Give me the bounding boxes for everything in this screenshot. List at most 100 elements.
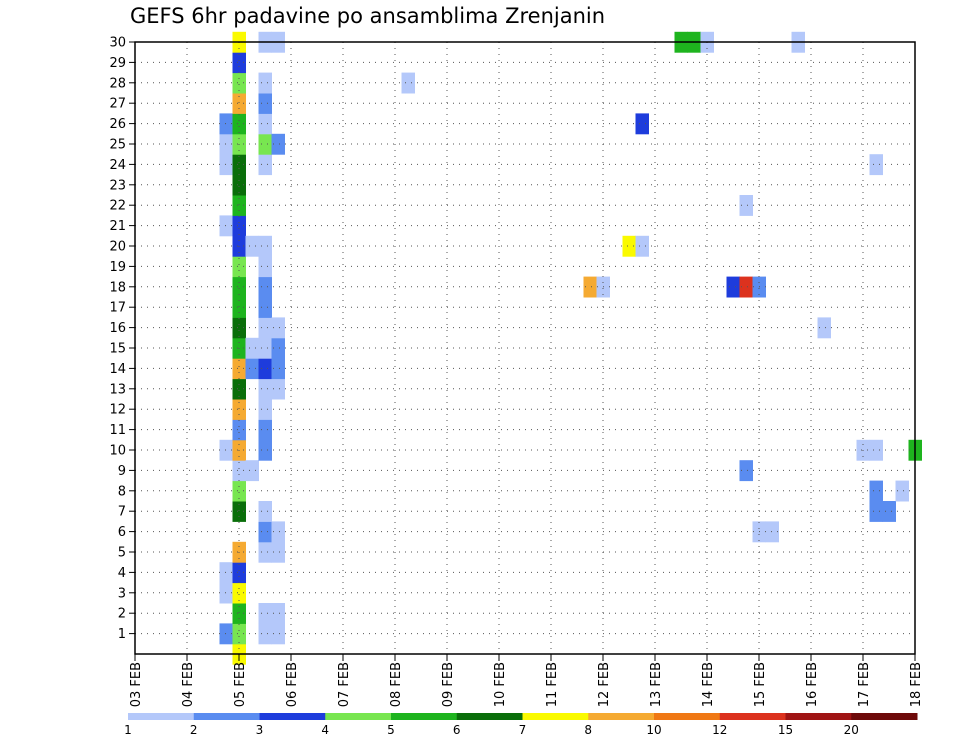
y-tick-label: 30 xyxy=(109,36,126,51)
heatmap-cell xyxy=(401,72,415,94)
heatmap-cell xyxy=(232,480,246,502)
x-tick-label: 09 FEB xyxy=(441,662,456,707)
heatmap-cell xyxy=(271,541,285,563)
heatmap-cell xyxy=(219,623,233,645)
colorbar-swatch xyxy=(391,713,458,720)
heatmap-cell xyxy=(869,501,883,522)
heatmap-cell xyxy=(258,154,272,176)
y-tick-label: 9 xyxy=(118,464,126,479)
colorbar-label: 12 xyxy=(712,723,727,737)
heatmap-cell xyxy=(258,358,272,380)
y-tick-label: 21 xyxy=(109,219,126,234)
heatmap-cell xyxy=(258,113,272,135)
y-tick-label: 13 xyxy=(109,382,126,397)
heatmap-cell xyxy=(869,154,883,176)
heatmap-cell xyxy=(271,358,285,380)
heatmap-cell xyxy=(258,419,272,441)
x-tick-label: 03 FEB xyxy=(129,662,144,707)
y-tick-label: 11 xyxy=(109,423,126,438)
heatmap-cell xyxy=(232,154,246,176)
heatmap-cell xyxy=(271,337,285,359)
x-tick-label: 08 FEB xyxy=(389,662,404,707)
heatmap-cell xyxy=(739,276,753,298)
colorbar-swatch xyxy=(128,713,195,720)
heatmap-cell xyxy=(271,133,285,155)
y-tick-label: 26 xyxy=(109,117,126,132)
colorbar-label: 20 xyxy=(844,723,859,737)
heatmap-cell xyxy=(232,399,246,420)
heatmap-cell xyxy=(258,256,272,278)
heatmap-cell xyxy=(622,235,636,257)
heatmap-cell xyxy=(583,276,597,298)
heatmap-cell xyxy=(271,317,285,339)
x-tick-label: 04 FEB xyxy=(181,662,196,707)
heatmap-cell xyxy=(726,276,740,298)
heatmap-cell xyxy=(258,133,272,155)
colorbar-label: 3 xyxy=(256,723,264,737)
heatmap-cell xyxy=(232,419,246,441)
y-tick-label: 22 xyxy=(109,199,126,214)
y-tick-label: 15 xyxy=(109,342,126,357)
colorbar-swatch xyxy=(588,713,655,720)
y-tick-label: 10 xyxy=(109,444,126,459)
y-tick-label: 25 xyxy=(109,138,126,153)
colorbar-label: 1 xyxy=(124,723,132,737)
heatmap-cell xyxy=(219,133,233,155)
heatmap-cell xyxy=(219,582,233,604)
heatmap-cell xyxy=(882,501,896,522)
heatmap-cell xyxy=(219,113,233,135)
heatmap-cell xyxy=(232,215,246,237)
colorbar-swatch xyxy=(325,713,392,720)
x-tick-label: 07 FEB xyxy=(337,662,352,707)
y-tick-label: 28 xyxy=(109,76,126,91)
heatmap-cell xyxy=(895,480,909,502)
heatmap-cell xyxy=(245,235,259,257)
heatmap-cell xyxy=(271,378,285,400)
y-tick-label: 1 xyxy=(118,627,126,642)
heatmap-cell xyxy=(258,541,272,563)
y-tick-label: 2 xyxy=(118,607,126,622)
heatmap-cell xyxy=(635,113,649,135)
y-tick-label: 8 xyxy=(118,484,126,499)
colorbar: 1 2 3 4 5 6 7 8 10 12 15 20 xyxy=(124,713,918,737)
y-tick-label: 19 xyxy=(109,260,126,275)
colorbar-swatch xyxy=(719,713,786,720)
colorbar-label: 8 xyxy=(584,723,592,737)
x-tick-label: 18 FEB xyxy=(909,662,924,707)
y-tick-label: 18 xyxy=(109,280,126,295)
heatmap-cell xyxy=(258,623,272,645)
colorbar-swatch xyxy=(456,713,523,720)
x-tick-label: 06 FEB xyxy=(285,662,300,707)
heatmap-cell xyxy=(258,439,272,461)
y-tick-label: 27 xyxy=(109,97,126,112)
heatmap-cell xyxy=(258,297,272,318)
heatmap-cell xyxy=(739,195,753,216)
heatmap-cell xyxy=(869,480,883,502)
heatmap-cell xyxy=(219,215,233,237)
x-tick-label: 10 FEB xyxy=(493,662,508,707)
heatmap-cell xyxy=(219,562,233,584)
y-tick-label: 20 xyxy=(109,240,126,255)
x-axis: 03 FEB 04 FEB 05 FEB 06 FEB 07 FEB 08 FEB 09 F… xyxy=(129,654,924,707)
heatmap-cell xyxy=(869,439,883,461)
colorbar-label: 2 xyxy=(190,723,198,737)
y-tick-label: 23 xyxy=(109,178,126,193)
heatmap-cell xyxy=(258,501,272,522)
colorbar-swatch xyxy=(654,713,721,720)
heatmap-cell xyxy=(258,603,272,624)
colorbar-label: 7 xyxy=(519,723,527,737)
x-tick-label: 12 FEB xyxy=(597,662,612,707)
heatmap-cell xyxy=(245,337,259,359)
y-tick-label: 29 xyxy=(109,56,126,71)
colorbar-swatch xyxy=(522,713,589,720)
y-tick-label: 24 xyxy=(109,158,126,173)
heatmap-cell xyxy=(258,399,272,420)
colorbar-label: 4 xyxy=(321,723,329,737)
heatmap-cell xyxy=(817,317,831,339)
y-tick-label: 3 xyxy=(118,586,126,601)
heatmap-cell xyxy=(232,93,246,114)
heatmap-cell xyxy=(232,256,246,278)
heatmap-cell xyxy=(232,603,246,624)
heatmap-cell xyxy=(232,358,246,380)
